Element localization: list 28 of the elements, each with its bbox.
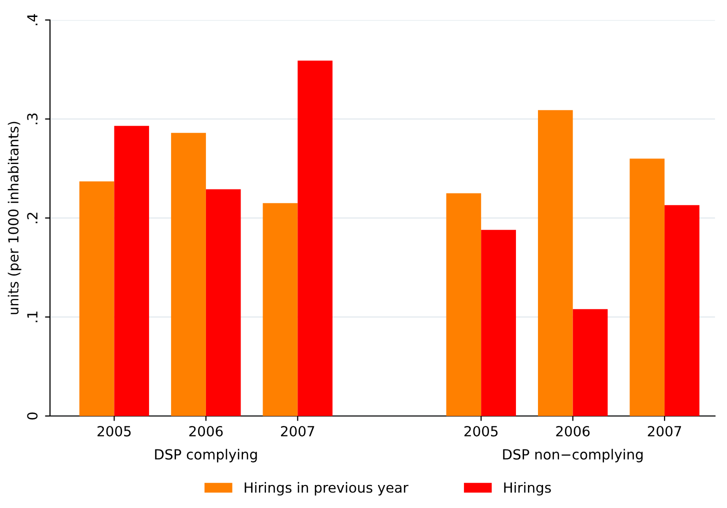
text: DSP non−complying <box>503 448 643 462</box>
bar <box>79 181 114 416</box>
bar <box>206 189 241 416</box>
bar <box>481 230 516 416</box>
y-tick-label: .2 <box>27 212 38 224</box>
bar <box>262 203 298 416</box>
y-tick-label: .1 <box>27 312 38 322</box>
bar <box>298 60 333 416</box>
legend-label: Hirings in previous year <box>244 482 408 496</box>
bar <box>538 110 573 416</box>
x-tick-label: 2007 <box>648 426 682 436</box>
bar <box>630 158 665 416</box>
x-tick-label: 2007 <box>281 426 314 436</box>
x-tick-label: 2006 <box>556 426 590 436</box>
bar <box>572 309 608 416</box>
y-tick-label: 0 <box>27 412 38 420</box>
y-axis-title: units (per 1000 inhabitants) <box>8 122 22 314</box>
y-tick-label: .3 <box>27 113 38 124</box>
bar <box>171 132 206 416</box>
bar <box>446 193 482 416</box>
x-tick-label: 2005 <box>464 426 498 436</box>
x-tick-label: 2006 <box>189 426 223 436</box>
y-tick-label: .4 <box>27 14 38 26</box>
x-tick-label: 2005 <box>98 426 131 436</box>
bar <box>114 126 150 416</box>
legend-label: Hirings <box>504 482 551 496</box>
bar <box>664 205 700 416</box>
text: DSP complying <box>155 448 257 462</box>
